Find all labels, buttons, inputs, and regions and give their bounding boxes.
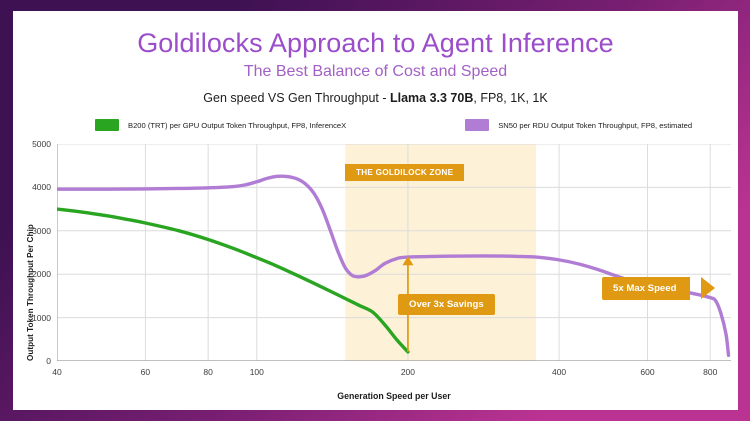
legend-label-sn50: SN50 per RDU Output Token Throughput, FP… — [498, 120, 693, 130]
x-tick-label: 800 — [703, 367, 718, 377]
x-tick-label: 200 — [400, 367, 416, 377]
chart-title-prefix: Gen speed VS Gen Throughput - — [203, 91, 390, 105]
y-tick-label: 3000 — [32, 225, 51, 236]
goldilock-zone-badge: THE GOLDILOCK ZONE — [345, 164, 465, 181]
legend-swatch-sn50 — [465, 119, 490, 131]
page-subtitle: The Best Balance of Cost and Speed — [243, 63, 508, 80]
x-tick-label: 400 — [551, 367, 567, 377]
legend-item-sn50: SN50 per RDU Output Token Throughput, FP… — [465, 119, 692, 131]
x-tick-label: 60 — [140, 367, 151, 377]
chart-title: Gen speed VS Gen Throughput - Llama 3.3 … — [13, 91, 738, 105]
chart-title-emphasis: Llama 3.3 70B — [389, 91, 474, 105]
legend-item-b200: B200 (TRT) per GPU Output Token Throughp… — [95, 119, 346, 131]
savings-arrow-head — [402, 256, 414, 266]
x-tick-label: 600 — [640, 367, 655, 377]
y-tick-label: 4000 — [32, 182, 51, 193]
legend-swatch-b200 — [95, 119, 119, 131]
max-speed-arrow-icon — [701, 277, 715, 299]
y-tick-label: 5000 — [32, 139, 51, 149]
y-axis-label: Output Token Throughput Per Chip — [26, 224, 35, 361]
chart-title-suffix: , FP8, 1K, 1K — [473, 91, 548, 105]
y-tick-label: 1000 — [32, 312, 51, 323]
y-tick-label: 0 — [46, 356, 51, 366]
x-tick-label: 80 — [203, 367, 213, 377]
legend-label-b200: B200 (TRT) per GPU Output Token Throughp… — [128, 120, 347, 130]
savings-badge: Over 3x Savings — [398, 294, 495, 315]
page-title: Goldilocks Approach to Agent Inference — [137, 28, 614, 58]
chart-legend: B200 (TRT) per GPU Output Token Throughp… — [85, 119, 705, 131]
slide-canvas: Goldilocks Approach to Agent Inference T… — [13, 11, 738, 410]
y-tick-label: 2000 — [32, 269, 51, 280]
x-tick-label: 100 — [249, 367, 264, 377]
x-tick-label: 40 — [52, 367, 62, 377]
x-axis-label: Generation Speed per User — [337, 391, 451, 401]
series-line-0 — [57, 207, 410, 354]
max-speed-badge: 5x Max Speed — [602, 277, 691, 300]
